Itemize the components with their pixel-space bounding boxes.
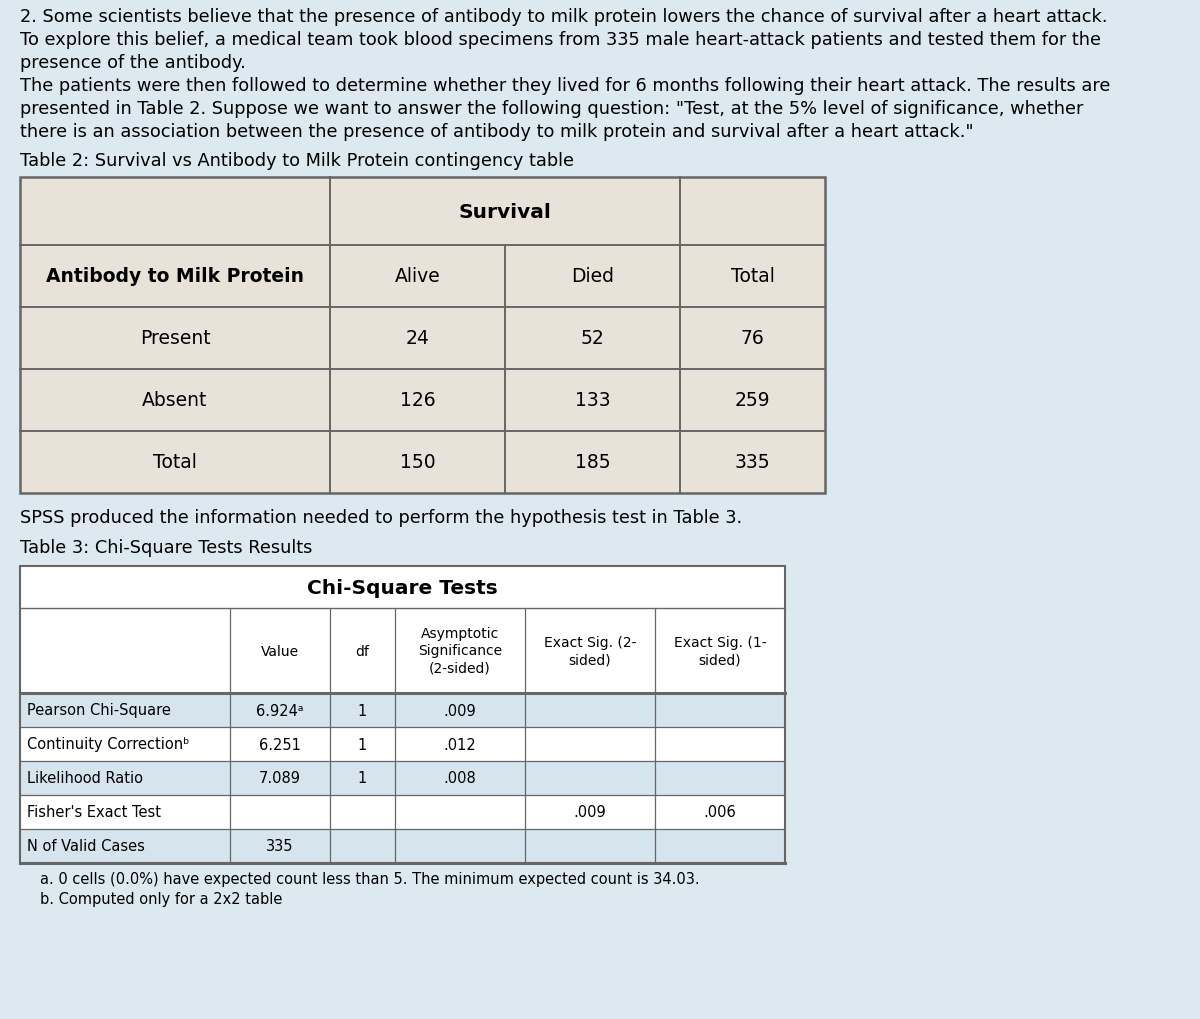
Text: Antibody to Milk Protein: Antibody to Milk Protein xyxy=(46,267,304,286)
Bar xyxy=(20,728,785,761)
Text: Asymptotic
Significance
(2-sided): Asymptotic Significance (2-sided) xyxy=(418,627,502,676)
Text: 6.251: 6.251 xyxy=(259,737,301,752)
Text: 1: 1 xyxy=(358,770,367,786)
Bar xyxy=(20,567,785,608)
Text: 335: 335 xyxy=(734,453,770,472)
Bar xyxy=(20,567,785,863)
Text: 6.924ᵃ: 6.924ᵃ xyxy=(257,703,304,717)
Text: .012: .012 xyxy=(444,737,476,752)
Text: there is an association between the presence of antibody to milk protein and sur: there is an association between the pres… xyxy=(20,123,973,141)
Text: .009: .009 xyxy=(444,703,476,717)
Text: 2. Some scientists believe that the presence of antibody to milk protein lowers : 2. Some scientists believe that the pres… xyxy=(20,8,1108,25)
Text: .008: .008 xyxy=(444,770,476,786)
Text: a. 0 cells (0.0%) have expected count less than 5. The minimum expected count is: a. 0 cells (0.0%) have expected count le… xyxy=(40,871,700,887)
Text: presence of the antibody.: presence of the antibody. xyxy=(20,54,246,72)
Text: Absent: Absent xyxy=(143,391,208,410)
Text: 52: 52 xyxy=(581,329,605,348)
Text: df: df xyxy=(355,644,370,658)
Text: 126: 126 xyxy=(400,391,436,410)
Text: Likelihood Ratio: Likelihood Ratio xyxy=(28,770,143,786)
Bar xyxy=(20,178,826,493)
Bar xyxy=(20,178,826,493)
Bar xyxy=(20,829,785,863)
Text: .006: .006 xyxy=(703,805,737,819)
Text: 185: 185 xyxy=(575,453,611,472)
Bar xyxy=(20,608,785,693)
Text: 1: 1 xyxy=(358,703,367,717)
Text: Total: Total xyxy=(731,267,774,286)
Text: Survival: Survival xyxy=(458,203,552,221)
Text: Exact Sig. (2-
sided): Exact Sig. (2- sided) xyxy=(544,635,636,666)
Text: 133: 133 xyxy=(575,391,611,410)
Text: SPSS produced the information needed to perform the hypothesis test in Table 3.: SPSS produced the information needed to … xyxy=(20,508,742,527)
Text: 335: 335 xyxy=(266,839,294,854)
Text: The patients were then followed to determine whether they lived for 6 months fol: The patients were then followed to deter… xyxy=(20,76,1110,95)
Bar xyxy=(20,761,785,795)
Bar xyxy=(20,693,785,728)
Text: 24: 24 xyxy=(406,329,430,348)
Text: Fisher's Exact Test: Fisher's Exact Test xyxy=(28,805,161,819)
Text: 76: 76 xyxy=(740,329,764,348)
Text: b. Computed only for a 2x2 table: b. Computed only for a 2x2 table xyxy=(40,892,282,906)
Text: Alive: Alive xyxy=(395,267,440,286)
Text: 1: 1 xyxy=(358,737,367,752)
Text: N of Valid Cases: N of Valid Cases xyxy=(28,839,145,854)
Text: Exact Sig. (1-
sided): Exact Sig. (1- sided) xyxy=(673,635,767,666)
Text: 150: 150 xyxy=(400,453,436,472)
Text: Continuity Correctionᵇ: Continuity Correctionᵇ xyxy=(28,737,190,752)
Text: 7.089: 7.089 xyxy=(259,770,301,786)
Text: 259: 259 xyxy=(734,391,770,410)
Text: Table 3: Chi-Square Tests Results: Table 3: Chi-Square Tests Results xyxy=(20,538,312,556)
Text: Chi-Square Tests: Chi-Square Tests xyxy=(307,578,498,597)
Text: presented in Table 2. Suppose we want to answer the following question: "Test, a: presented in Table 2. Suppose we want to… xyxy=(20,100,1084,118)
Text: Pearson Chi-Square: Pearson Chi-Square xyxy=(28,703,170,717)
Text: Present: Present xyxy=(139,329,210,348)
Text: Total: Total xyxy=(154,453,197,472)
Text: Died: Died xyxy=(571,267,614,286)
Text: .009: .009 xyxy=(574,805,606,819)
Text: Value: Value xyxy=(260,644,299,658)
Bar xyxy=(20,795,785,829)
Text: Table 2: Survival vs Antibody to Milk Protein contingency table: Table 2: Survival vs Antibody to Milk Pr… xyxy=(20,152,574,170)
Text: To explore this belief, a medical team took blood specimens from 335 male heart-: To explore this belief, a medical team t… xyxy=(20,31,1102,49)
